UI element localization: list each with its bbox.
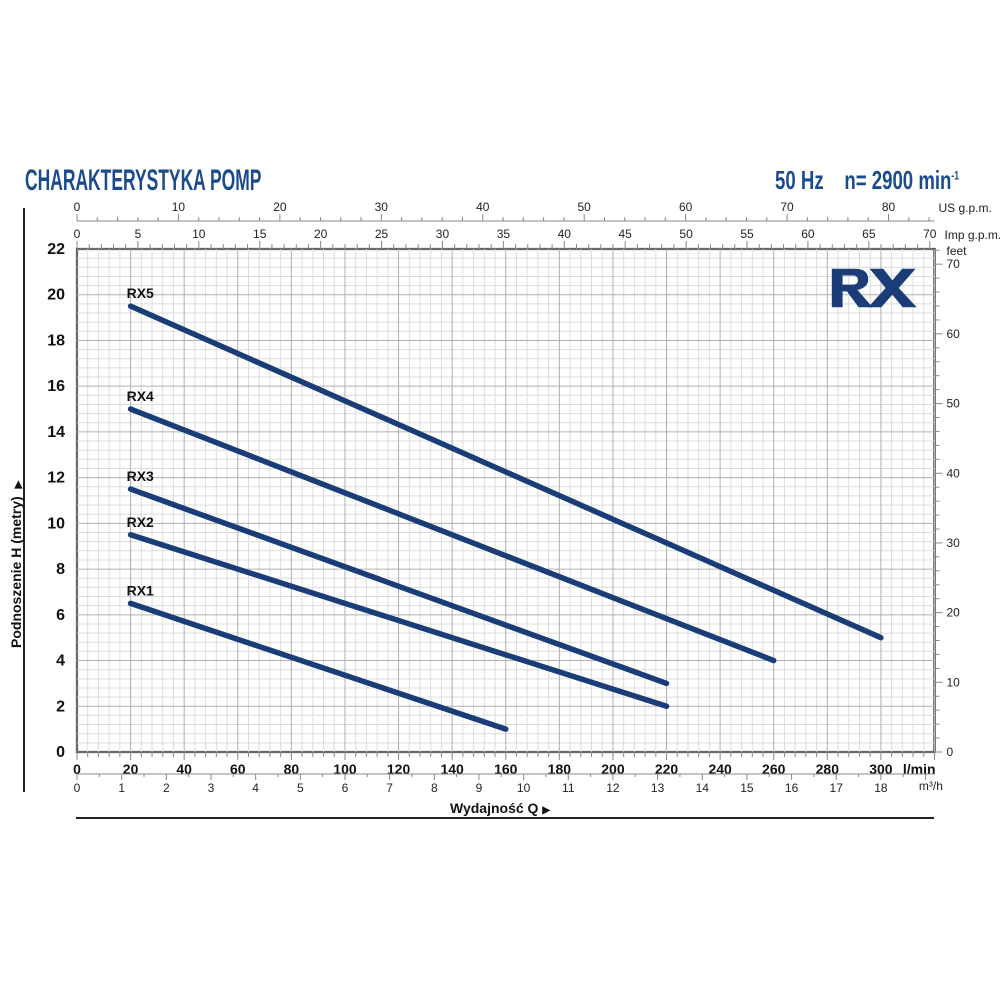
svg-text:5: 5 xyxy=(297,781,304,795)
svg-text:55: 55 xyxy=(740,227,754,241)
svg-text:0: 0 xyxy=(74,200,81,214)
svg-text:10: 10 xyxy=(172,200,186,214)
svg-text:5: 5 xyxy=(135,227,142,241)
svg-text:0: 0 xyxy=(74,227,81,241)
svg-text:RX2: RX2 xyxy=(127,514,154,530)
svg-text:6: 6 xyxy=(56,607,65,624)
svg-text:14: 14 xyxy=(47,424,65,441)
svg-text:RX1: RX1 xyxy=(127,582,154,598)
svg-text:50: 50 xyxy=(679,227,693,241)
svg-text:1: 1 xyxy=(118,781,125,795)
svg-text:16: 16 xyxy=(785,781,799,795)
svg-text:4: 4 xyxy=(56,653,65,670)
svg-text:0: 0 xyxy=(56,744,65,761)
svg-text:2: 2 xyxy=(163,781,170,795)
svg-text:70: 70 xyxy=(923,227,937,241)
svg-text:RX4: RX4 xyxy=(127,388,154,404)
svg-text:7: 7 xyxy=(386,781,393,795)
svg-text:0: 0 xyxy=(74,781,81,795)
svg-text:80: 80 xyxy=(284,761,300,777)
svg-text:40: 40 xyxy=(176,761,192,777)
svg-text:15: 15 xyxy=(253,227,267,241)
svg-text:0: 0 xyxy=(947,745,954,759)
svg-text:30: 30 xyxy=(947,536,961,550)
svg-text:45: 45 xyxy=(619,227,633,241)
svg-text:m³/h: m³/h xyxy=(919,779,943,793)
svg-text:6: 6 xyxy=(342,781,349,795)
svg-text:180: 180 xyxy=(548,761,572,777)
svg-text:60: 60 xyxy=(230,761,246,777)
svg-text:280: 280 xyxy=(816,761,840,777)
svg-text:35: 35 xyxy=(497,227,511,241)
svg-text:40: 40 xyxy=(947,466,961,480)
svg-text:RX3: RX3 xyxy=(127,468,154,484)
svg-text:60: 60 xyxy=(801,227,815,241)
svg-text:240: 240 xyxy=(708,761,732,777)
svg-text:feet: feet xyxy=(947,244,968,258)
svg-text:13: 13 xyxy=(651,781,665,795)
svg-text:11: 11 xyxy=(562,781,575,795)
svg-text:50: 50 xyxy=(578,200,592,214)
svg-text:20: 20 xyxy=(273,200,287,214)
svg-text:18: 18 xyxy=(874,781,888,795)
svg-text:10: 10 xyxy=(192,227,206,241)
svg-text:30: 30 xyxy=(375,200,389,214)
svg-text:2: 2 xyxy=(56,698,65,715)
svg-text:18: 18 xyxy=(47,332,65,349)
svg-text:12: 12 xyxy=(606,781,620,795)
svg-text:20: 20 xyxy=(314,227,328,241)
svg-text:80: 80 xyxy=(882,200,896,214)
svg-text:20: 20 xyxy=(123,761,139,777)
svg-text:l/min: l/min xyxy=(903,761,936,777)
svg-text:60: 60 xyxy=(679,200,693,214)
svg-text:30: 30 xyxy=(436,227,450,241)
svg-text:40: 40 xyxy=(558,227,572,241)
svg-text:10: 10 xyxy=(47,515,65,532)
svg-text:50: 50 xyxy=(947,397,961,411)
svg-text:RX5: RX5 xyxy=(127,285,154,301)
svg-text:25: 25 xyxy=(375,227,389,241)
svg-text:70: 70 xyxy=(947,257,961,271)
svg-text:16: 16 xyxy=(47,378,65,395)
svg-text:10: 10 xyxy=(947,675,961,689)
svg-text:15: 15 xyxy=(740,781,754,795)
svg-text:8: 8 xyxy=(56,561,65,578)
svg-text:40: 40 xyxy=(476,200,490,214)
svg-text:Imp g.p.m.: Imp g.p.m. xyxy=(945,228,1000,242)
svg-text:12: 12 xyxy=(47,470,65,487)
svg-text:20: 20 xyxy=(947,606,961,620)
svg-text:60: 60 xyxy=(947,327,961,341)
svg-text:9: 9 xyxy=(476,781,483,795)
svg-text:120: 120 xyxy=(387,761,411,777)
svg-text:20: 20 xyxy=(47,287,65,304)
svg-text:260: 260 xyxy=(762,761,786,777)
svg-text:10: 10 xyxy=(517,781,531,795)
svg-text:17: 17 xyxy=(830,781,844,795)
svg-text:US g.p.m.: US g.p.m. xyxy=(939,201,992,215)
svg-text:4: 4 xyxy=(252,781,259,795)
svg-text:160: 160 xyxy=(494,761,518,777)
svg-text:140: 140 xyxy=(440,761,464,777)
svg-text:65: 65 xyxy=(862,227,876,241)
svg-text:14: 14 xyxy=(696,781,710,795)
svg-text:3: 3 xyxy=(208,781,215,795)
svg-text:22: 22 xyxy=(47,241,65,258)
svg-text:70: 70 xyxy=(780,200,794,214)
svg-text:8: 8 xyxy=(431,781,438,795)
svg-text:220: 220 xyxy=(655,761,679,777)
